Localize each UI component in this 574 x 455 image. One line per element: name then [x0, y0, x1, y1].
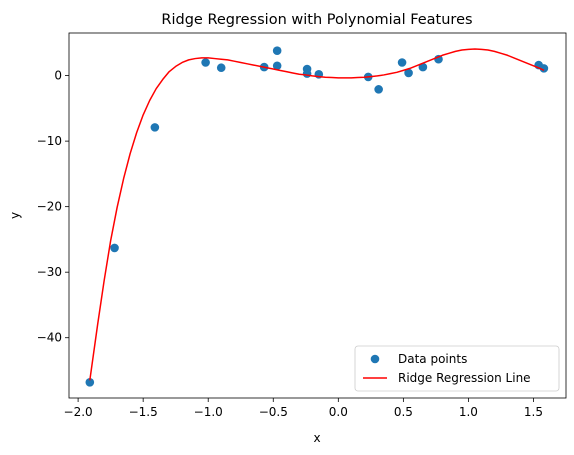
legend-box [354, 345, 560, 392]
y-tick-label: −30 [37, 265, 62, 279]
data-point [418, 62, 428, 72]
x-axis: −2.0 −1.5 −1.0 −0.5 0.0 0.5 1.0 1.5 [64, 398, 543, 419]
data-point [201, 58, 210, 67]
legend-marker-data-points [370, 354, 380, 364]
y-tick-label: 0 [54, 69, 62, 83]
legend-label-regression-line: Ridge Regression Line [398, 371, 531, 385]
data-points [85, 46, 549, 387]
data-point [404, 68, 413, 78]
x-tick-label: 1.5 [524, 405, 543, 419]
chart-title: Ridge Regression with Polynomial Feature… [161, 12, 472, 28]
x-tick-label: −0.5 [259, 405, 288, 419]
y-tick-label: −10 [37, 134, 62, 148]
y-axis-label: y [8, 212, 22, 219]
x-tick-label: 1.0 [459, 405, 478, 419]
data-point [85, 377, 95, 387]
data-point [110, 243, 119, 253]
legend: Data points Ridge Regression Line [354, 345, 560, 392]
x-tick-label: 0.5 [394, 405, 413, 419]
plot-area [85, 46, 549, 387]
data-point [374, 85, 383, 94]
x-axis-label: x [313, 431, 320, 445]
x-tick-label: −1.0 [194, 405, 223, 419]
data-point [150, 123, 160, 132]
plot-frame [68, 32, 567, 399]
data-point [539, 64, 549, 73]
x-tick-label: −1.5 [129, 405, 158, 419]
data-point [216, 63, 226, 73]
y-tick-label: −20 [37, 200, 62, 214]
data-point [302, 69, 312, 78]
ridge-regression-line [89, 48, 545, 381]
y-tick-label: −40 [37, 331, 62, 345]
x-tick-label: 0.0 [329, 405, 348, 419]
data-point [272, 46, 282, 55]
data-point [397, 58, 407, 67]
data-point [272, 61, 282, 71]
legend-label-data-points: Data points [398, 352, 467, 366]
y-axis: −40 −30 −20 −10 0 [37, 69, 69, 345]
x-tick-label: −2.0 [64, 405, 93, 419]
